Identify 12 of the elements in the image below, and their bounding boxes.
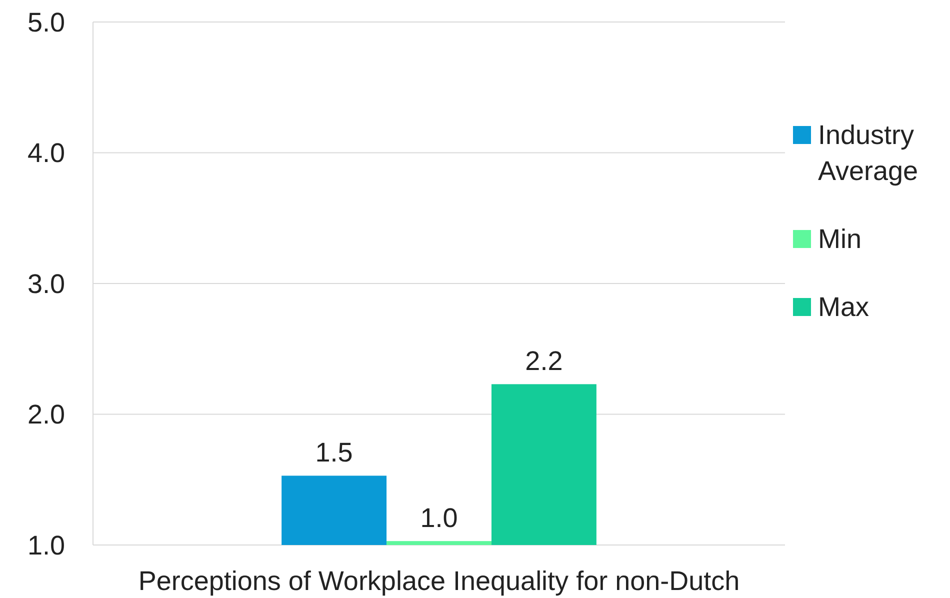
data-label: 2.2 — [525, 346, 563, 376]
y-tick-label: 2.0 — [27, 400, 65, 430]
y-tick-label: 1.0 — [27, 530, 65, 560]
legend-label: Max — [818, 292, 870, 322]
data-label: 1.5 — [315, 438, 353, 468]
y-tick-label: 5.0 — [27, 7, 65, 38]
x-tick-label: Perceptions of Workplace Inequality for non-Dutch — [138, 566, 740, 596]
data-label: 1.0 — [420, 503, 458, 534]
legend-label: Min — [818, 224, 862, 254]
legend-label: Industry Average — [818, 120, 918, 186]
y-tick-label: 4.0 — [27, 138, 65, 168]
y-tick-label: 3.0 — [27, 268, 65, 299]
